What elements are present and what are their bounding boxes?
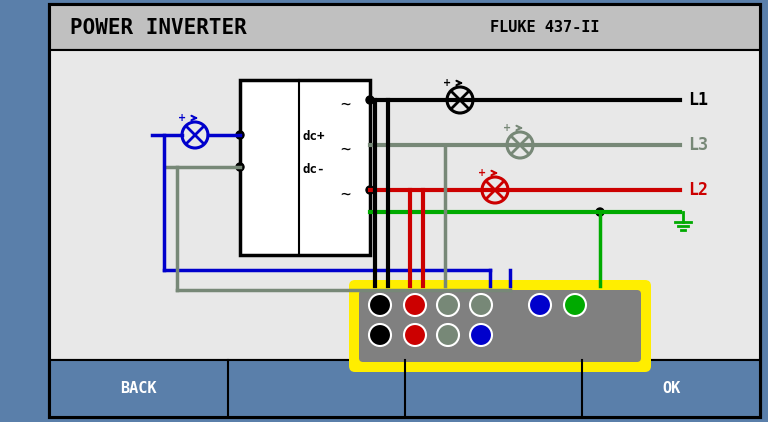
Text: +: +: [503, 123, 511, 133]
Circle shape: [470, 294, 492, 316]
FancyBboxPatch shape: [349, 280, 651, 372]
Text: ~: ~: [340, 141, 350, 159]
Text: +: +: [443, 78, 451, 88]
Circle shape: [369, 294, 391, 316]
Text: dc+: dc+: [303, 130, 325, 143]
Text: +: +: [178, 113, 186, 123]
Text: POWER INVERTER: POWER INVERTER: [70, 17, 247, 38]
Circle shape: [437, 324, 459, 346]
Circle shape: [236, 131, 244, 139]
Text: BACK: BACK: [121, 381, 157, 396]
Circle shape: [437, 294, 459, 316]
Bar: [50, 5, 760, 50]
Text: FLUKE 437-II: FLUKE 437-II: [490, 20, 600, 35]
Text: ~: ~: [340, 96, 350, 114]
Text: +: +: [478, 168, 486, 178]
Text: ~: ~: [340, 186, 350, 204]
Circle shape: [404, 294, 426, 316]
Bar: [50, 50, 760, 360]
Text: L3: L3: [688, 136, 708, 154]
Circle shape: [236, 163, 244, 171]
Bar: [50, 360, 760, 417]
Text: dc-: dc-: [303, 162, 325, 176]
Text: L1: L1: [688, 91, 708, 109]
Circle shape: [470, 324, 492, 346]
Circle shape: [404, 324, 426, 346]
Bar: [240, 80, 370, 255]
Circle shape: [366, 186, 374, 194]
Text: OK: OK: [662, 381, 680, 396]
FancyBboxPatch shape: [359, 290, 641, 362]
Circle shape: [366, 96, 374, 104]
Text: L2: L2: [688, 181, 708, 199]
Circle shape: [369, 324, 391, 346]
Circle shape: [529, 294, 551, 316]
Circle shape: [596, 208, 604, 216]
Circle shape: [564, 294, 586, 316]
